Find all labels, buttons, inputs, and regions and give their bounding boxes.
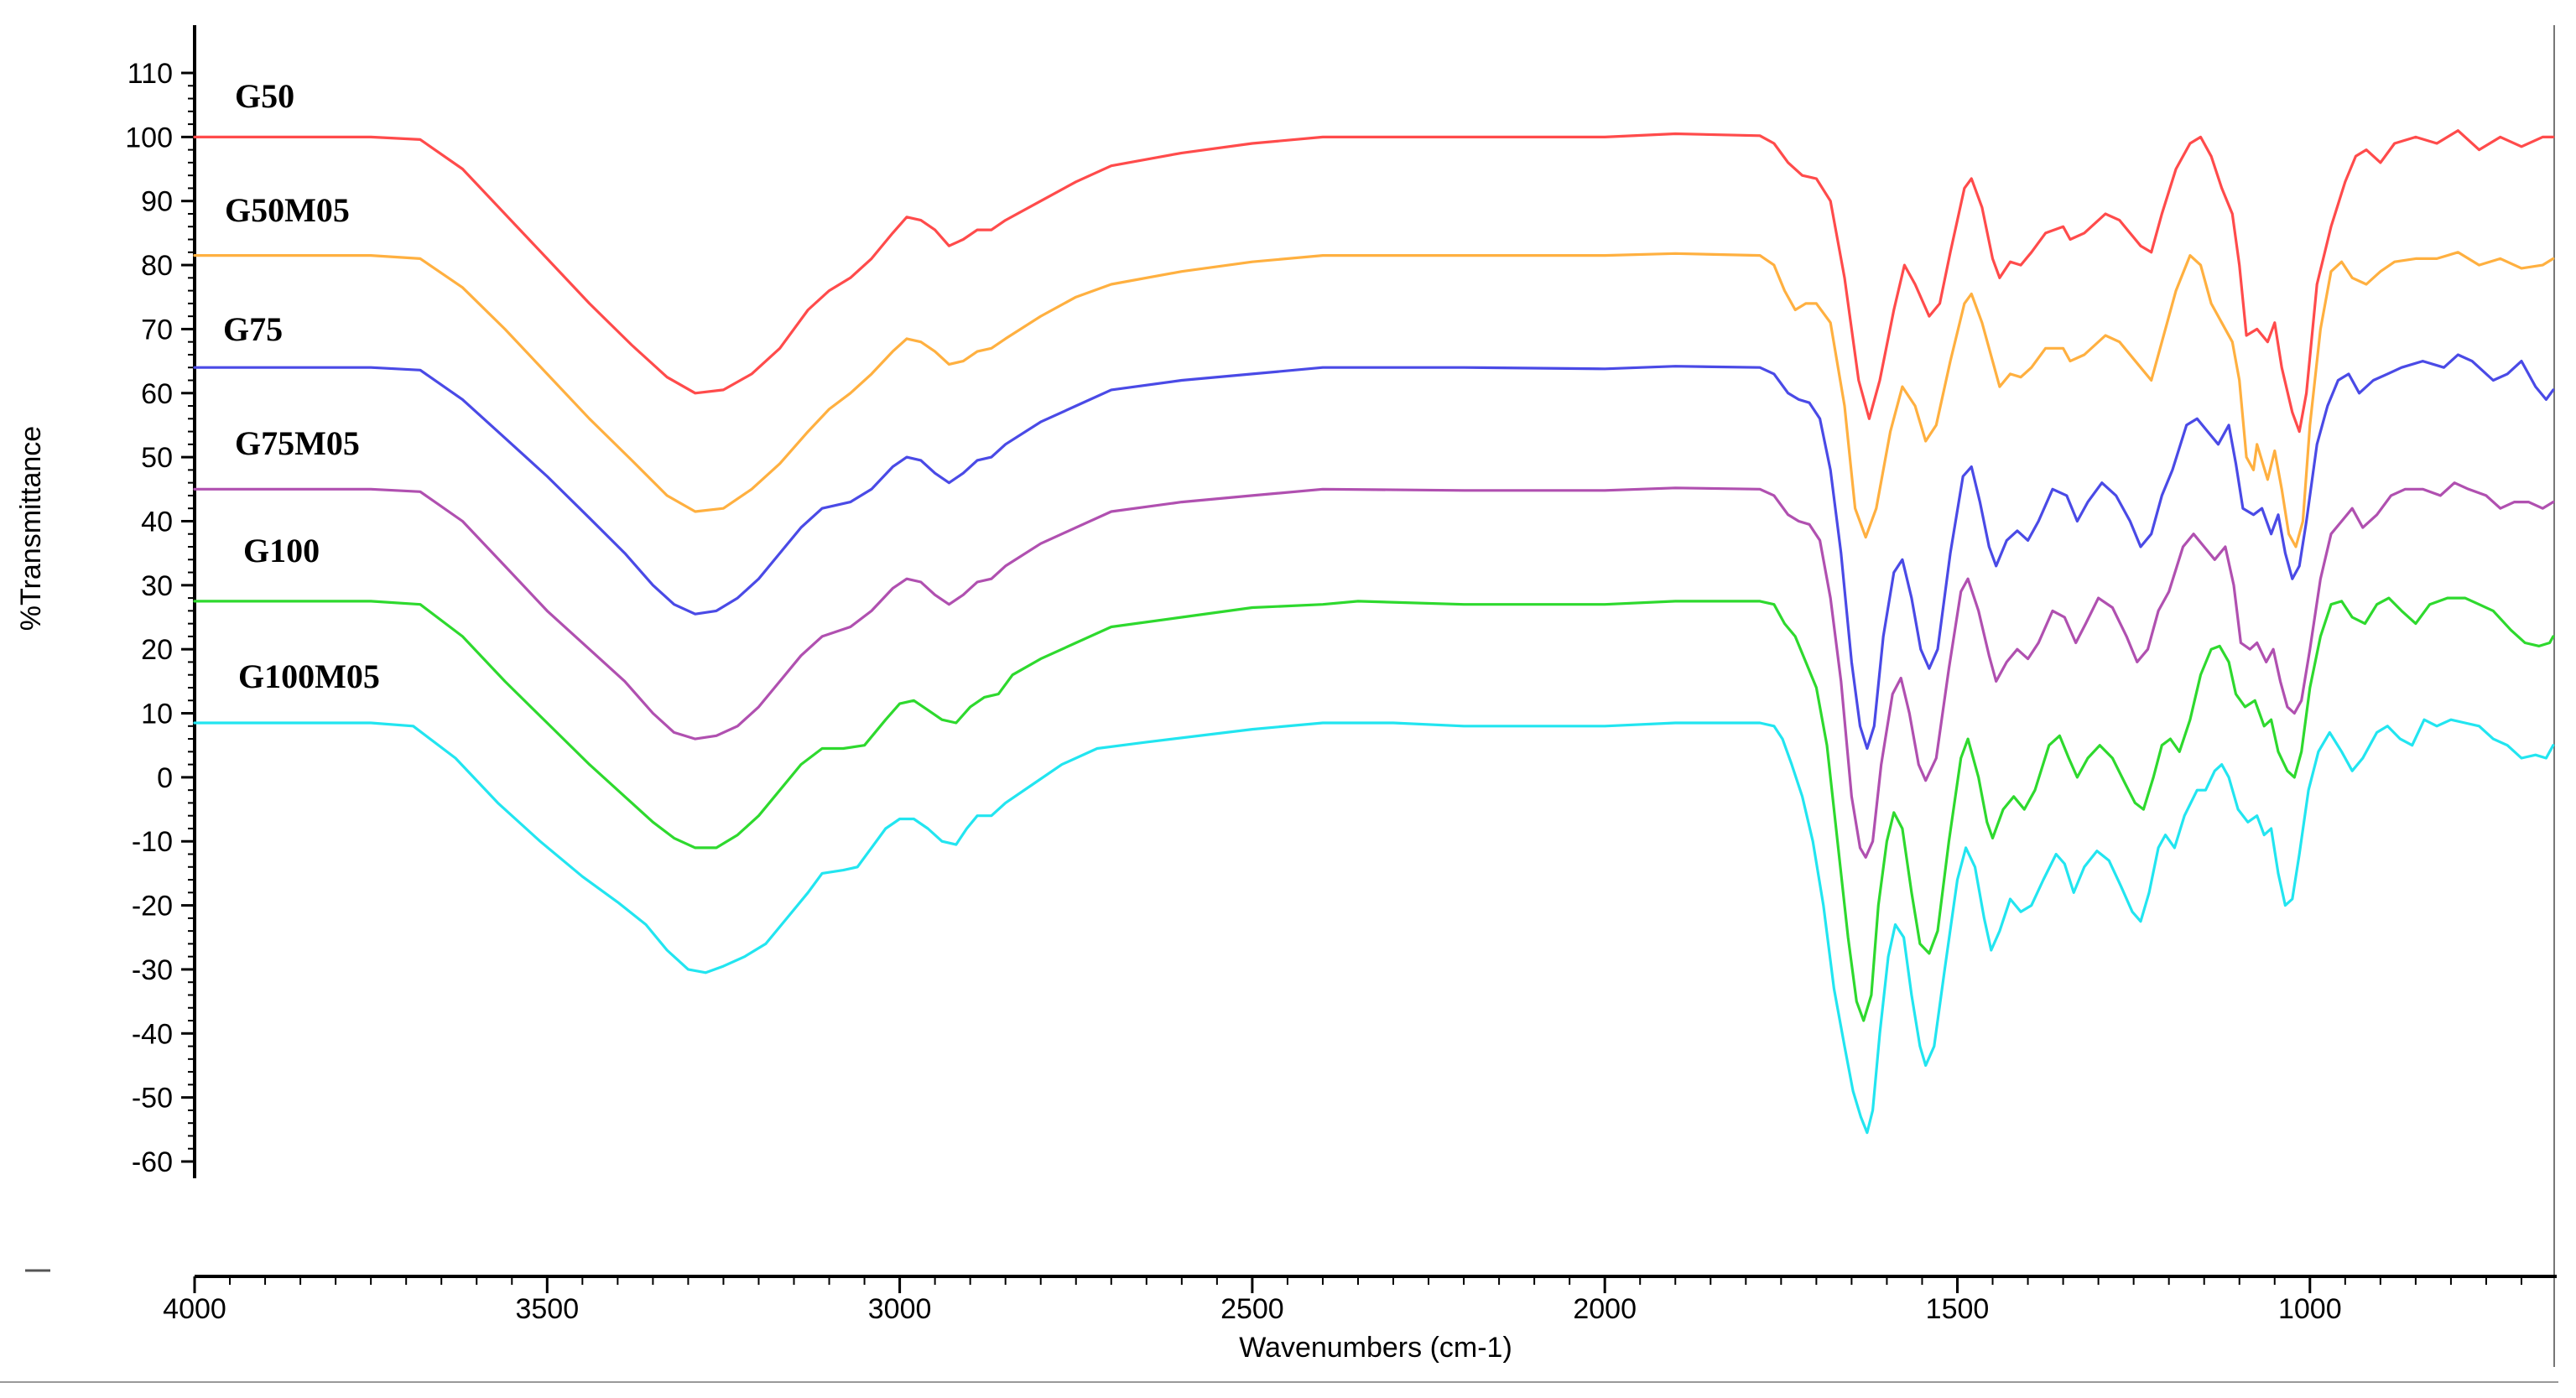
y-tick-label: 40 <box>141 506 173 538</box>
y-tick-label: 110 <box>127 58 173 90</box>
y-tick-label: 0 <box>157 762 173 794</box>
series-line-g75 <box>193 353 2555 751</box>
y-tick-label: 10 <box>141 699 173 730</box>
y-tick-label: -10 <box>132 826 173 858</box>
y-axis-label: %Transmittance <box>15 426 47 631</box>
x-tick-label: 1500 <box>1926 1293 1990 1325</box>
y-tick-label: 20 <box>141 634 173 666</box>
y-tick-label: 50 <box>141 442 173 474</box>
y-tick-label: -50 <box>132 1083 173 1115</box>
y-tick-label: -40 <box>132 1018 173 1050</box>
series-line-g50 <box>193 129 2555 434</box>
series-lines <box>193 129 2555 1135</box>
x-axis-label: Wavenumbers (cm-1) <box>1239 1332 1512 1364</box>
x-tick-label: 4000 <box>163 1293 226 1325</box>
y-tick-label: 80 <box>141 250 173 282</box>
series-name-g75m05: G75M05 <box>235 424 360 462</box>
y-tick-label: 100 <box>125 122 173 153</box>
y-tick-label: 70 <box>141 314 173 346</box>
series-line-g50m05 <box>193 251 2555 548</box>
series-name-g50: G50 <box>235 77 294 115</box>
x-tick-label: 3500 <box>515 1293 579 1325</box>
y-tick-label: 90 <box>141 186 173 218</box>
series-line-g100 <box>193 596 2555 1022</box>
series-line-g75m05 <box>193 481 2555 859</box>
series-name-g100m05: G100M05 <box>238 657 380 695</box>
series-names: G50 G50M05 G75 G75M05 G100 G100M05 <box>223 77 380 695</box>
x-tick-label: 3000 <box>868 1293 932 1325</box>
y-axis: 1101009080706050403020100-10-20-30-40-50… <box>125 25 196 1178</box>
series-name-g100: G100 <box>243 532 320 569</box>
y-tick-label: 60 <box>141 378 173 410</box>
x-tick-label: 2000 <box>1573 1293 1637 1325</box>
series-name-g75: G75 <box>223 310 283 348</box>
x-tick-label: 2500 <box>1220 1293 1284 1325</box>
y-tick-label: -60 <box>132 1146 173 1178</box>
x-axis: 4000 3500 3000 2500 2000 1500 1000 <box>0 1275 2558 1383</box>
series-line-g100m05 <box>193 718 2555 1135</box>
y-tick-label: -30 <box>132 954 173 986</box>
series-name-g50m05: G50M05 <box>225 191 350 229</box>
y-tick-label: 30 <box>141 570 173 602</box>
x-tick-label: 1000 <box>2278 1293 2342 1325</box>
y-tick-label: -20 <box>132 891 173 922</box>
